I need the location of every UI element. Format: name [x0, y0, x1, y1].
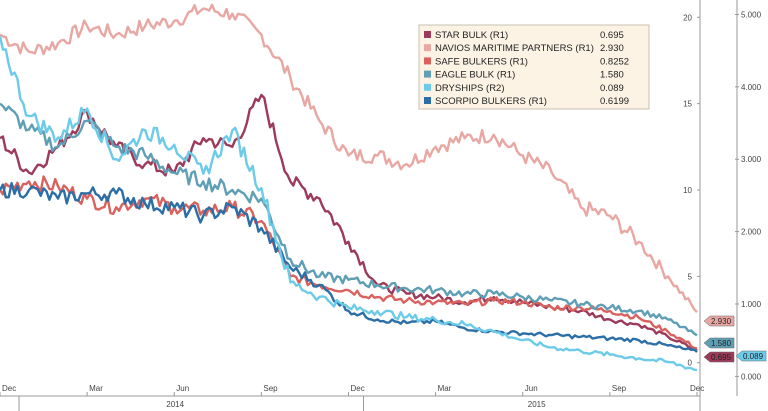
x-tick-label: Mar	[89, 384, 103, 393]
last-value-tag: 0.089	[735, 350, 767, 362]
legend-last-value: 0.695	[600, 30, 624, 41]
last-value-tag: 2.930	[703, 315, 735, 327]
r1-tick-label: 15	[683, 100, 692, 109]
legend-series-name: SAFE BULKERS (R1)	[435, 56, 528, 67]
legend-swatch	[424, 97, 431, 104]
legend: STAR BULK (R1) 0.695 NAVIOS MARITIME PARTN…	[418, 24, 650, 110]
r2-tick-label: 5.000	[741, 10, 762, 19]
series-lines	[0, 3, 698, 372]
r2-axis: 0.000 1.000 2.000 3.000 4.000 5.000	[735, 0, 762, 396]
series-line	[0, 3, 698, 313]
r1-tick-label: 20	[683, 13, 692, 22]
x-tick-label: Jun	[525, 384, 538, 393]
series-line	[0, 182, 698, 353]
last-value-tag: 1.580	[703, 337, 735, 349]
x-tick-label: Dec	[351, 384, 365, 393]
x-tick-label: Sep	[263, 384, 278, 393]
x-tick-label: Mar	[438, 384, 452, 393]
year-label: 2015	[528, 400, 546, 409]
legend-swatch	[424, 57, 431, 65]
legend-last-value: 0.6199	[600, 96, 629, 107]
legend-swatch	[424, 70, 431, 78]
r1-axis: 0 5 10 15 20	[683, 13, 700, 368]
last-value-label: 1.580	[711, 339, 732, 348]
last-value-tags: 2.930 1.580 0.695 0.089	[703, 315, 767, 363]
last-value-label: 0.089	[743, 352, 764, 361]
legend-last-value: 0.089	[600, 83, 624, 94]
r1-tick-label: 0	[688, 359, 693, 368]
r2-tick-label: 3.000	[741, 155, 762, 164]
r2-tick-label: 0.000	[741, 372, 762, 381]
x-tick-label: Dec	[690, 384, 704, 393]
legend-swatch	[424, 83, 431, 91]
r2-tick-label: 4.000	[741, 83, 762, 92]
last-value-label: 0.695	[711, 353, 732, 362]
legend-swatch	[424, 44, 431, 52]
legend-last-value: 2.930	[600, 43, 624, 54]
series-line	[0, 175, 698, 350]
x-tick-label: Dec	[2, 384, 16, 393]
legend-swatch	[424, 31, 431, 38]
legend-series-name: NAVIOS MARITIME PARTNERS (R1)	[435, 43, 594, 54]
legend-last-value: 0.8252	[600, 56, 629, 67]
last-value-tag: 0.695	[703, 351, 735, 363]
legend-last-value: 1.580	[600, 70, 624, 81]
legend-box	[418, 24, 650, 110]
series-line	[0, 102, 698, 337]
legend-series-name: SCORPIO BULKERS (R1)	[435, 96, 547, 107]
r2-tick-label: 2.000	[741, 228, 762, 237]
legend-series-name: EAGLE BULK (R1)	[435, 70, 515, 81]
x-tick-label: Sep	[612, 384, 627, 393]
r1-tick-label: 10	[683, 186, 692, 195]
x-tick-label: Jun	[176, 384, 189, 393]
series-line	[0, 35, 698, 372]
r2-tick-label: 1.000	[741, 300, 762, 309]
legend-series-name: DRYSHIPS (R2)	[435, 83, 505, 94]
year-label: 2014	[166, 400, 184, 409]
last-value-label: 2.930	[711, 317, 732, 326]
legend-series-name: STAR BULK (R1)	[435, 30, 508, 41]
r1-tick-label: 5	[688, 272, 693, 281]
